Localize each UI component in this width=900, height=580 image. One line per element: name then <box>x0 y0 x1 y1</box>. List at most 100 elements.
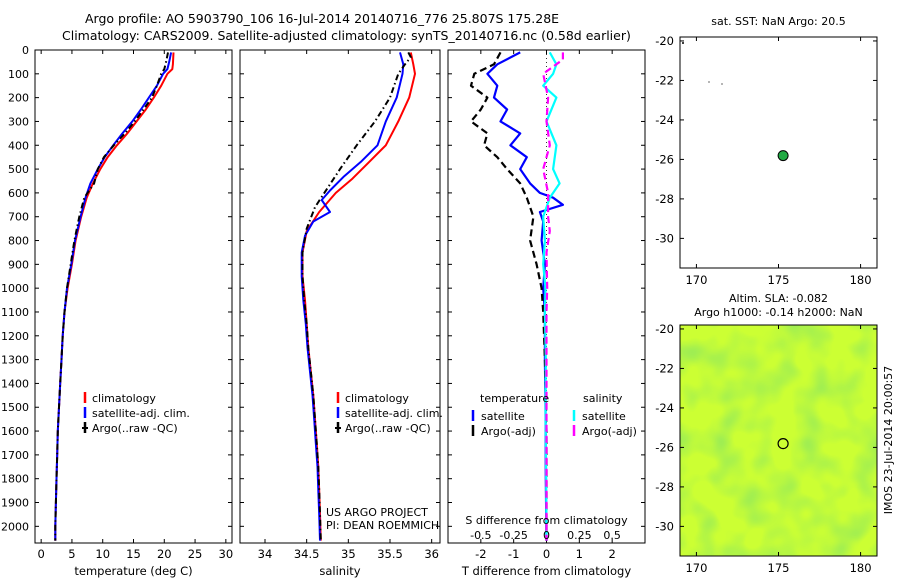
sla-map-title: Altim. SLA: -0.082 <box>729 292 828 305</box>
difference-s-tick-label: 0.25 <box>567 529 592 542</box>
project-annotation: PI: DEAN ROEMMICH <box>326 519 439 532</box>
y-tick-label: 0 <box>22 44 29 57</box>
salinity-x-tick-label: 36 <box>424 547 439 561</box>
salinity-line-climatology <box>301 52 416 541</box>
header-line-2: Climatology: CARS2009. Satellite-adjuste… <box>62 28 631 43</box>
y-tick-label: 900 <box>8 258 29 271</box>
difference-s-tick-label: 0.5 <box>603 529 621 542</box>
float-position-ring <box>777 437 789 450</box>
y-tick-label: 1200 <box>1 330 29 343</box>
difference-legend-title: temperature <box>480 392 549 405</box>
temperature-line-satellite-adj-clim- <box>54 52 173 541</box>
salinity-legend-label: satellite-adj. clim. <box>345 407 443 420</box>
sst_map-y-tick-label: -26 <box>655 152 674 166</box>
difference-s-tick-label: 0 <box>543 529 550 542</box>
y-tick-label: 200 <box>8 92 29 105</box>
y-tick-label: 1100 <box>1 306 29 319</box>
y-tick-label: 1600 <box>1 425 29 438</box>
project-annotation: US ARGO PROJECT <box>326 506 428 519</box>
difference-line-temperature-satellite <box>486 51 565 541</box>
temperature-line-argo-raw-qc- <box>54 52 169 541</box>
difference-x-tick-label: 2 <box>609 547 616 561</box>
y-tick-label: 300 <box>8 115 29 128</box>
difference-legend-label: satellite <box>582 410 626 423</box>
salinity-x-tick-label: 35.5 <box>377 547 403 561</box>
difference-x-tick-label: -2 <box>475 547 486 561</box>
temperature-line-climatology <box>54 52 175 541</box>
y-tick-label: 800 <box>8 235 29 248</box>
map-speck <box>708 81 710 83</box>
sla_map-y-tick-label: -26 <box>655 440 674 454</box>
temperature-x-tick-label: 20 <box>157 547 172 561</box>
salinity-x-tick-label: 34 <box>258 547 273 561</box>
difference-line-salinity-argo-adj- <box>542 52 565 541</box>
imos-credit: IMOS 23-Jul-2014 20:00:57 <box>882 366 895 515</box>
y-tick-label: 1800 <box>1 473 29 486</box>
y-tick-label: 1700 <box>1 449 29 462</box>
salinity-x-tick-label: 35 <box>341 547 356 561</box>
temperature-x-axis-label: temperature (deg C) <box>74 564 192 578</box>
salinity-legend-label: climatology <box>345 392 409 405</box>
header-line-1: Argo profile: AO 5903790_106 16-Jul-2014… <box>85 11 560 26</box>
salinity-line-argo-raw-qc- <box>301 51 412 541</box>
difference-line-salinity-satellite <box>542 51 561 541</box>
difference-legend-label: satellite <box>481 410 525 423</box>
y-tick-label: 1500 <box>1 401 29 414</box>
map-speck <box>721 83 723 85</box>
salinity-x-tick-label: 34.5 <box>294 547 320 561</box>
y-tick-label: 500 <box>8 163 29 176</box>
difference-x-axis-label: T difference from climatology <box>461 564 632 578</box>
sst_map-x-tick-label: 180 <box>850 273 872 287</box>
y-tick-label: 2000 <box>1 520 29 533</box>
difference-legend-title: salinity <box>583 392 623 405</box>
y-tick-label: 700 <box>8 211 29 224</box>
sla_map-x-tick-label: 175 <box>768 561 790 575</box>
salinity-legend-label: Argo(..raw -QC) <box>345 422 431 435</box>
sst-map-frame <box>679 36 878 269</box>
salinity-line-satellite-adj-clim- <box>300 52 405 541</box>
difference-x-tick-label: 1 <box>576 547 583 561</box>
temperature-legend-label: climatology <box>92 392 156 405</box>
salinity-frame <box>239 49 441 544</box>
temperature-x-tick-label: 30 <box>219 547 234 561</box>
temperature-x-tick-label: 5 <box>68 547 75 561</box>
sst_map-y-tick-label: -22 <box>655 73 674 87</box>
difference-legend-label: Argo(-adj) <box>582 425 637 438</box>
sla_map-y-tick-label: -24 <box>655 401 674 415</box>
temperature-legend-label: Argo(..raw -QC) <box>92 422 178 435</box>
sla_map-y-tick-label: -30 <box>655 519 674 533</box>
y-tick-label: 1300 <box>1 354 29 367</box>
sla_map-y-tick-label: -22 <box>655 361 674 375</box>
difference-s-tick-label: -0.5 <box>470 529 491 542</box>
temperature-x-tick-label: 10 <box>95 547 110 561</box>
sst_map-y-tick-label: -30 <box>655 231 674 245</box>
temperature-x-tick-label: 15 <box>126 547 141 561</box>
sla_map-y-tick-label: -20 <box>655 322 674 336</box>
temperature-legend-label: satellite-adj. clim. <box>92 407 190 420</box>
y-tick-label: 100 <box>8 68 29 81</box>
difference-x-tick-label: -1 <box>508 547 519 561</box>
temperature-x-tick-label: 25 <box>188 547 203 561</box>
sst_map-x-tick-label: 175 <box>768 273 790 287</box>
sst_map-y-tick-label: -28 <box>655 192 674 206</box>
sla-map-subtitle: Argo h1000: -0.14 h2000: NaN <box>694 306 863 319</box>
sla_map-x-tick-label: 180 <box>850 561 872 575</box>
difference-s-axis-label: S difference from climatology <box>465 514 628 527</box>
y-tick-label: 400 <box>8 139 29 152</box>
sla_map-y-tick-label: -28 <box>655 480 674 494</box>
salinity-x-axis-label: salinity <box>319 564 360 578</box>
y-tick-label: 1900 <box>1 497 29 510</box>
y-tick-label: 1400 <box>1 377 29 390</box>
difference-s-tick-label: -0.25 <box>499 529 527 542</box>
difference-x-tick-label: 0 <box>543 547 550 561</box>
sla_map-x-tick-label: 170 <box>685 561 707 575</box>
y-tick-label: 600 <box>8 187 29 200</box>
sst_map-y-tick-label: -20 <box>655 34 674 48</box>
temperature-x-tick-label: 0 <box>37 547 44 561</box>
map-speck <box>682 42 684 44</box>
y-tick-label: 1000 <box>1 282 29 295</box>
float-position-marker <box>777 150 789 162</box>
sst_map-y-tick-label: -24 <box>655 113 674 127</box>
difference-legend-label: Argo(-adj) <box>481 425 536 438</box>
